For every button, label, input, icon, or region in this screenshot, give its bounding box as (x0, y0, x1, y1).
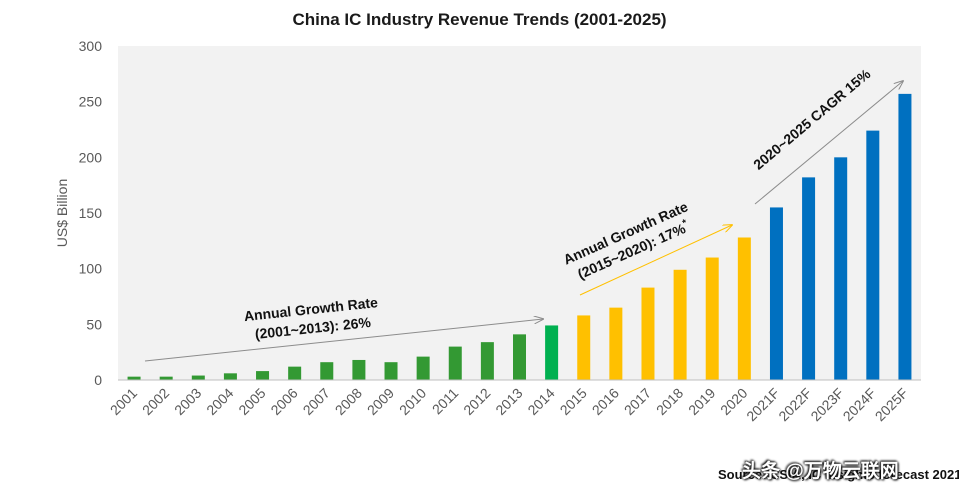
x-tick-label-2006: 2006 (267, 385, 300, 418)
bar-2013 (513, 334, 526, 380)
y-tick-label: 300 (79, 38, 103, 54)
x-tick-label-2021F: 2021F (743, 385, 782, 424)
x-tick-label-2015: 2015 (557, 385, 590, 418)
x-tick-label-2023F: 2023F (807, 385, 846, 424)
x-tick-label-2025F: 2025F (872, 385, 911, 424)
bar-2006 (288, 366, 302, 380)
x-tick-label-2013: 2013 (492, 385, 525, 418)
y-tick-label: 50 (86, 316, 102, 332)
bar-2024F (866, 130, 880, 380)
y-tick-label: 150 (79, 205, 103, 221)
x-tick-label-2005: 2005 (235, 385, 268, 418)
x-tick-label-2003: 2003 (171, 385, 204, 418)
bar-2025F (898, 93, 912, 380)
bar-2018 (673, 269, 687, 380)
bar-2014 (545, 325, 559, 380)
source-note: Source: CSIA, IC Insights forecast 2021 (718, 467, 959, 482)
bar-2003 (191, 375, 205, 380)
x-tick-label-2022F: 2022F (775, 385, 814, 424)
chart-title: China IC Industry Revenue Trends (2001-2… (292, 10, 667, 29)
bar-2005 (256, 371, 270, 380)
x-tick-label-2002: 2002 (139, 385, 172, 418)
x-tick-label-2008: 2008 (332, 385, 365, 418)
bar-2012 (480, 342, 494, 380)
y-tick-label: 0 (94, 372, 102, 388)
x-tick-label-2016: 2016 (589, 385, 622, 418)
bar-2002 (159, 376, 173, 380)
bar-2004 (223, 373, 237, 380)
x-tick-label-2009: 2009 (364, 385, 397, 418)
x-tick-label-2012: 2012 (460, 385, 493, 418)
x-tick-label-2010: 2010 (396, 385, 429, 418)
trend-arrow-2020-2025 (754, 81, 903, 205)
bar-2020 (737, 237, 751, 380)
trend-arrow-2001-2013 (144, 319, 543, 362)
plot-area (118, 46, 921, 380)
bar-2016 (609, 307, 623, 380)
x-tick-label-2011: 2011 (429, 385, 462, 418)
bar-2009 (384, 362, 398, 380)
annotation-footnote-mark: * (681, 218, 689, 230)
x-tick-label-2014: 2014 (524, 385, 557, 418)
x-tick-label-2018: 2018 (653, 385, 686, 418)
y-tick-label: 200 (79, 149, 103, 165)
x-tick-label-2019: 2019 (685, 385, 718, 418)
y-tick-label: 100 (79, 261, 103, 277)
bar-2001 (127, 376, 141, 380)
bar-2023F (834, 157, 848, 380)
x-tick-label-2007: 2007 (300, 385, 333, 418)
bar-2008 (352, 359, 366, 380)
bar-2007 (320, 362, 334, 380)
trend-arrow-2015-2020 (579, 225, 732, 296)
y-tick-label: 250 (79, 94, 103, 110)
bar-2011 (448, 346, 462, 380)
bar-2022F (802, 177, 816, 380)
bar-2015 (577, 315, 591, 380)
x-tick-label-2001: 2001 (107, 385, 140, 418)
x-tick-label-2024F: 2024F (840, 385, 879, 424)
y-axis-label: US$ Billion (54, 179, 70, 247)
bar-2017 (641, 287, 655, 380)
bar-2010 (416, 356, 430, 380)
x-tick-label-2004: 2004 (203, 385, 236, 418)
watermark: 头条 @万物云联网 (742, 461, 899, 482)
bar-2019 (705, 257, 719, 380)
bar-2021F (769, 207, 783, 380)
x-tick-label-2017: 2017 (621, 385, 654, 418)
